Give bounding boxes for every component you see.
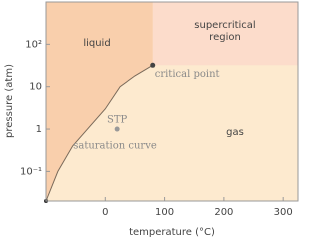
x-axis-label: temperature (°C) <box>129 227 215 238</box>
plot-frame <box>45 1 299 202</box>
x-tick-label: 200 <box>214 207 233 218</box>
point-label: critical point <box>155 69 220 80</box>
liquid-region <box>46 2 153 201</box>
x-tick-label: 100 <box>155 207 174 218</box>
y-tick-label: 10 <box>29 82 42 93</box>
x-tick-label: 0 <box>102 207 108 218</box>
chart: temperature (°C) pressure (atm) saturati… <box>4 1 299 238</box>
region-label: region <box>209 32 241 43</box>
region-label: liquid <box>83 38 110 49</box>
y-tick-label: 1 <box>36 124 42 135</box>
x-tick-label: 300 <box>274 207 293 218</box>
y-tick-label: 10² <box>25 39 42 50</box>
saturation-curve <box>45 64 153 202</box>
point <box>114 126 120 132</box>
curve-label: saturation curve <box>73 141 157 152</box>
point <box>150 62 156 68</box>
y-tick-label: 10⁻¹ <box>20 166 42 177</box>
region-label: gas <box>226 127 244 138</box>
supercritical-region <box>152 2 298 66</box>
region-label: supercritical <box>194 20 255 31</box>
point-label: STP <box>107 115 128 126</box>
y-axis-label: pressure (atm) <box>4 64 15 138</box>
